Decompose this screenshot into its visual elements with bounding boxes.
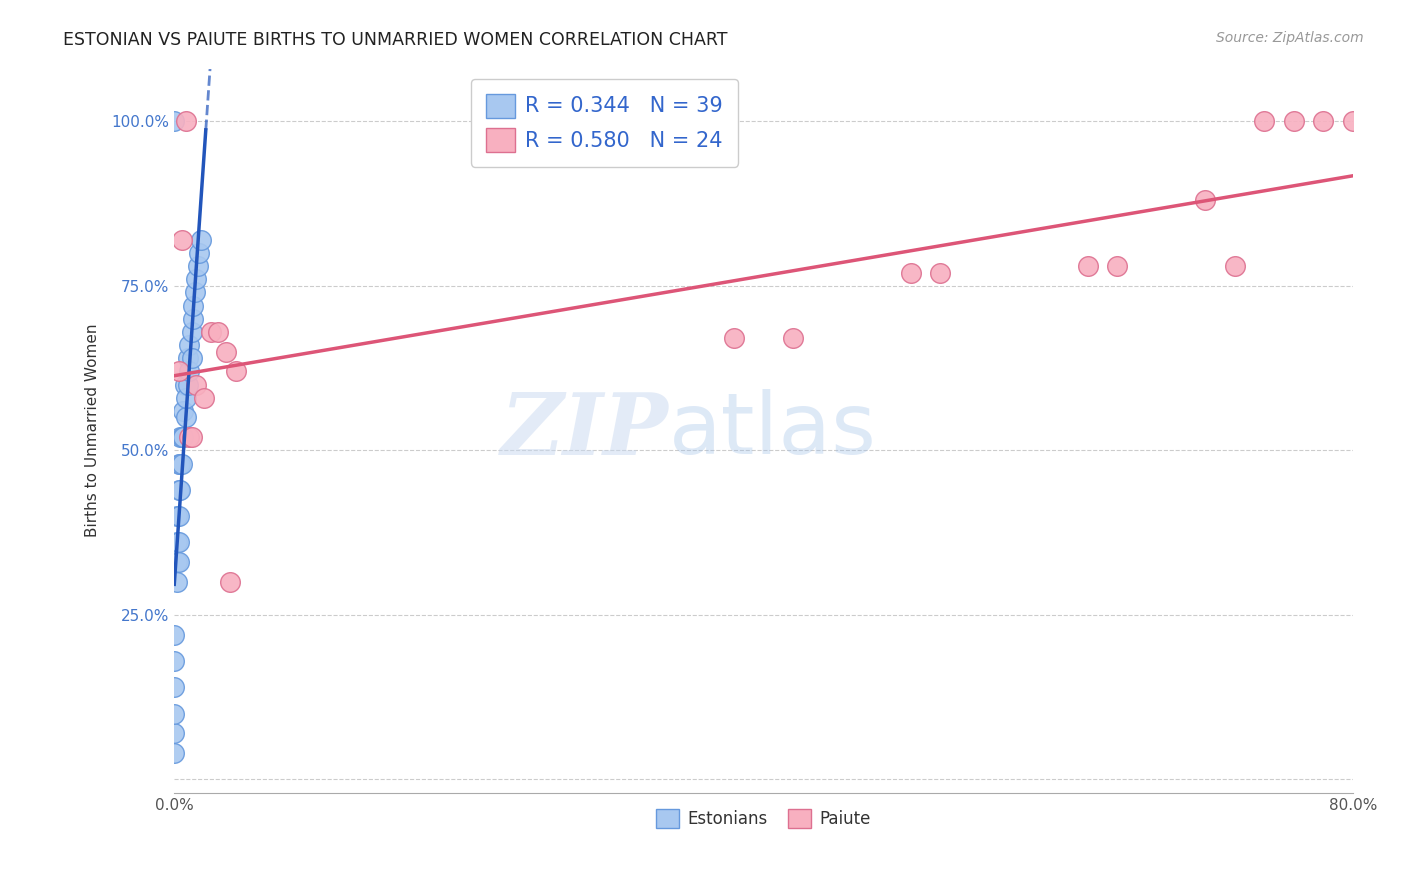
Point bbox=[172, 404, 194, 418]
Point bbox=[177, 364, 200, 378]
Point bbox=[177, 430, 200, 444]
Point bbox=[177, 338, 200, 352]
Point bbox=[163, 681, 186, 695]
Point bbox=[184, 285, 207, 300]
Point bbox=[929, 266, 952, 280]
Point bbox=[170, 457, 193, 471]
Point bbox=[200, 325, 222, 339]
Point bbox=[163, 726, 186, 740]
Point bbox=[1341, 114, 1364, 128]
Point bbox=[1194, 193, 1216, 207]
Point bbox=[1105, 259, 1128, 273]
Text: ESTONIAN VS PAIUTE BIRTHS TO UNMARRIED WOMEN CORRELATION CHART: ESTONIAN VS PAIUTE BIRTHS TO UNMARRIED W… bbox=[63, 31, 728, 49]
Point bbox=[163, 654, 186, 668]
Point bbox=[167, 457, 190, 471]
Point bbox=[1223, 259, 1246, 273]
Point bbox=[1253, 114, 1275, 128]
Point bbox=[181, 351, 204, 366]
Point bbox=[170, 430, 193, 444]
Point bbox=[1077, 259, 1099, 273]
Point bbox=[169, 483, 191, 497]
Point bbox=[163, 628, 186, 642]
Point bbox=[174, 410, 197, 425]
Point bbox=[1282, 114, 1305, 128]
Point bbox=[181, 325, 204, 339]
Point bbox=[225, 364, 247, 378]
Point bbox=[186, 377, 208, 392]
Point bbox=[169, 430, 191, 444]
Point bbox=[183, 311, 205, 326]
Point bbox=[169, 457, 191, 471]
Point bbox=[167, 364, 190, 378]
Point bbox=[163, 746, 186, 760]
Point bbox=[186, 272, 208, 286]
Point bbox=[173, 377, 195, 392]
Point bbox=[1312, 114, 1334, 128]
Text: Source: ZipAtlas.com: Source: ZipAtlas.com bbox=[1216, 31, 1364, 45]
Point bbox=[181, 430, 204, 444]
Point bbox=[174, 114, 197, 128]
Point bbox=[215, 344, 238, 359]
Point bbox=[172, 430, 194, 444]
Point bbox=[163, 706, 186, 721]
Point bbox=[219, 574, 242, 589]
Point bbox=[167, 555, 190, 569]
Point bbox=[782, 331, 804, 345]
Text: atlas: atlas bbox=[669, 389, 877, 472]
Y-axis label: Births to Unmarried Women: Births to Unmarried Women bbox=[86, 324, 100, 537]
Point bbox=[193, 391, 215, 405]
Text: ZIP: ZIP bbox=[502, 389, 669, 473]
Point bbox=[187, 259, 209, 273]
Point bbox=[167, 509, 190, 524]
Point bbox=[166, 574, 188, 589]
Point bbox=[166, 509, 188, 524]
Point bbox=[176, 377, 198, 392]
Legend: Estonians, Paiute: Estonians, Paiute bbox=[650, 803, 877, 835]
Point bbox=[900, 266, 922, 280]
Point bbox=[188, 245, 211, 260]
Point bbox=[176, 351, 198, 366]
Point bbox=[163, 114, 186, 128]
Point bbox=[166, 535, 188, 549]
Point bbox=[183, 298, 205, 312]
Point bbox=[167, 483, 190, 497]
Point bbox=[166, 555, 188, 569]
Point bbox=[207, 325, 229, 339]
Point bbox=[190, 233, 212, 247]
Point bbox=[170, 233, 193, 247]
Point bbox=[167, 535, 190, 549]
Point bbox=[174, 391, 197, 405]
Point bbox=[723, 331, 745, 345]
